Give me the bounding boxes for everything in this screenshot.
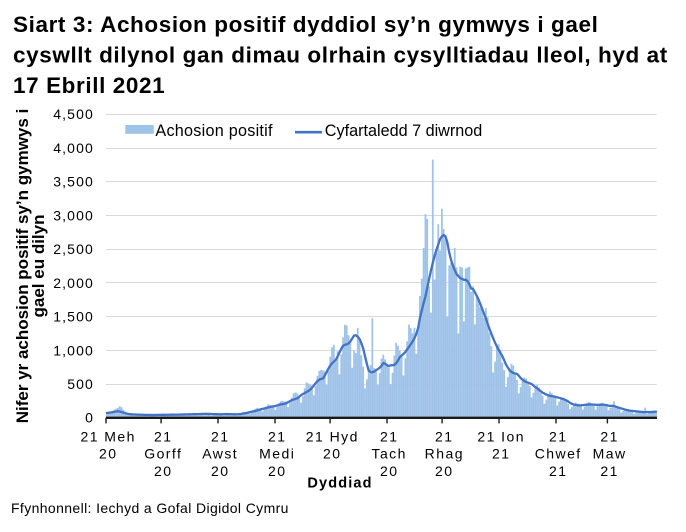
svg-text:Maw: Maw <box>593 446 627 462</box>
svg-text:20: 20 <box>99 446 117 462</box>
svg-text:17 Ebrill 2021: 17 Ebrill 2021 <box>13 73 165 98</box>
svg-text:Dyddiad: Dyddiad <box>307 475 372 491</box>
svg-text:20: 20 <box>154 463 172 479</box>
svg-text:21: 21 <box>380 429 398 445</box>
svg-text:2,000: 2,000 <box>53 275 94 291</box>
svg-text:Nifer yr achosion positif sy’n: Nifer yr achosion positif sy’n gymwys i <box>13 109 32 424</box>
svg-text:20: 20 <box>268 463 286 479</box>
svg-text:4,500: 4,500 <box>53 106 94 122</box>
svg-text:21: 21 <box>268 429 286 445</box>
svg-text:4,000: 4,000 <box>53 140 94 156</box>
svg-text:20: 20 <box>323 446 341 462</box>
svg-text:20: 20 <box>211 463 229 479</box>
svg-text:21: 21 <box>600 429 618 445</box>
svg-text:Rhag: Rhag <box>425 446 464 462</box>
svg-text:Ffynhonnell: Iechyd a Gofal Di: Ffynhonnell: Iechyd a Gofal Digidol Cymr… <box>11 500 289 516</box>
svg-text:20: 20 <box>380 463 398 479</box>
svg-text:21: 21 <box>549 463 567 479</box>
svg-text:21: 21 <box>435 429 453 445</box>
svg-text:Awst: Awst <box>202 446 238 462</box>
svg-text:21: 21 <box>154 429 172 445</box>
svg-text:21: 21 <box>492 446 510 462</box>
svg-text:Siart 3: Achosion positif dydd: Siart 3: Achosion positif dyddiol sy’n g… <box>13 12 598 37</box>
svg-text:Cyfartaledd 7 diwrnod: Cyfartaledd 7 diwrnod <box>325 122 482 140</box>
svg-text:Chwef: Chwef <box>535 446 582 462</box>
svg-text:0: 0 <box>85 410 94 426</box>
svg-text:21 Hyd: 21 Hyd <box>306 429 359 445</box>
svg-text:20: 20 <box>435 463 453 479</box>
svg-text:21 Meh: 21 Meh <box>80 429 135 445</box>
svg-text:21: 21 <box>549 429 567 445</box>
svg-text:21: 21 <box>211 429 229 445</box>
svg-text:21: 21 <box>600 463 618 479</box>
svg-text:21 Ion: 21 Ion <box>477 429 525 445</box>
svg-text:Medi: Medi <box>259 446 295 462</box>
svg-text:Tach: Tach <box>372 446 407 462</box>
svg-text:1,500: 1,500 <box>53 309 94 325</box>
svg-text:3,000: 3,000 <box>53 207 94 223</box>
svg-text:Gorff: Gorff <box>144 446 182 462</box>
svg-text:500: 500 <box>67 376 94 392</box>
svg-text:1,000: 1,000 <box>53 342 94 358</box>
svg-text:cyswllt dilynol gan dimau olrh: cyswllt dilynol gan dimau olrhain cysyll… <box>13 43 668 68</box>
svg-text:Achosion positif: Achosion positif <box>155 122 273 140</box>
svg-text:gael eu dilyn: gael eu dilyn <box>29 215 48 318</box>
svg-text:3,500: 3,500 <box>53 174 94 190</box>
svg-text:2,500: 2,500 <box>53 241 94 257</box>
